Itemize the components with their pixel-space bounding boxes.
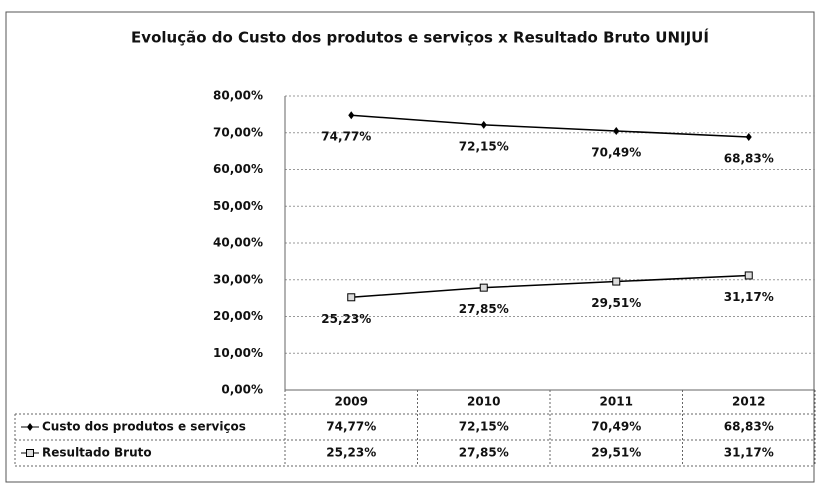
data-label: 74,77% (321, 130, 371, 144)
legend-marker (26, 449, 34, 457)
table-value: 25,23% (326, 446, 376, 460)
table-value: 31,17% (724, 446, 774, 460)
x-tick-label: 2012 (732, 395, 765, 409)
table-value: 72,15% (459, 420, 509, 434)
data-label: 70,49% (591, 145, 641, 159)
table-value: 29,51% (591, 446, 641, 460)
y-tick-label: 20,00% (213, 309, 263, 323)
data-label: 31,17% (724, 290, 774, 304)
series-line (351, 114, 749, 138)
data-point (613, 126, 620, 135)
y-tick-label: 10,00% (213, 346, 263, 360)
y-tick-label: 50,00% (213, 199, 263, 213)
data-label: 68,83% (724, 152, 774, 166)
legend-label: Custo dos produtos e serviços (42, 420, 246, 434)
data-point (745, 133, 752, 142)
table-value: 70,49% (591, 420, 641, 434)
data-label: 27,85% (459, 302, 509, 316)
data-point (479, 283, 488, 292)
y-tick-label: 70,00% (213, 125, 263, 139)
y-tick-label: 80,00% (213, 89, 263, 103)
data-point (612, 277, 621, 286)
data-point (347, 293, 356, 302)
data-label: 72,15% (459, 139, 509, 153)
x-tick-label: 2009 (335, 395, 368, 409)
y-tick-label: 30,00% (213, 272, 263, 286)
y-tick-label: 0,00% (221, 383, 263, 397)
series-line (351, 274, 749, 299)
x-tick-label: 2011 (600, 395, 633, 409)
data-label: 25,23% (321, 312, 371, 326)
table-value: 27,85% (459, 446, 509, 460)
table-value: 74,77% (326, 420, 376, 434)
chart-title: Evolução do Custo dos produtos e serviço… (131, 28, 709, 47)
legend-marker (27, 423, 33, 431)
x-tick-label: 2010 (467, 395, 500, 409)
data-point (348, 111, 355, 120)
data-point (480, 120, 487, 129)
y-tick-label: 40,00% (213, 236, 263, 250)
legend-label: Resultado Bruto (42, 446, 152, 460)
table-value: 68,83% (724, 420, 774, 434)
data-point (744, 271, 753, 280)
y-tick-label: 60,00% (213, 162, 263, 176)
chart-border (5, 11, 815, 483)
data-label: 29,51% (591, 296, 641, 310)
